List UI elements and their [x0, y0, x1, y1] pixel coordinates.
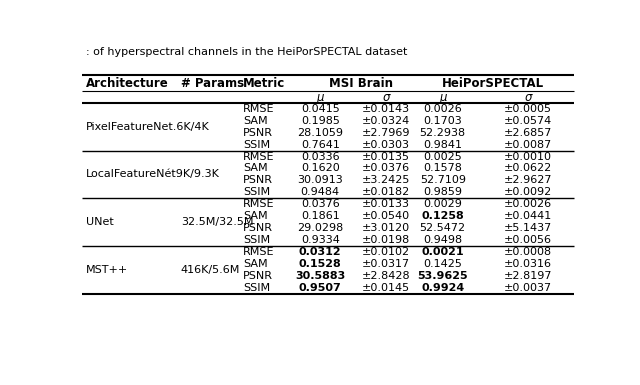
Text: 32.5M/32.5M: 32.5M/32.5M: [180, 217, 253, 227]
Text: 52.7109: 52.7109: [420, 176, 466, 185]
Text: ±0.0540: ±0.0540: [362, 211, 410, 221]
Text: RMSE: RMSE: [243, 104, 275, 114]
Text: ±0.0026: ±0.0026: [504, 199, 552, 209]
Text: : of hyperspectral channels in the HeiPorSPECTAL dataset: : of hyperspectral channels in the HeiPo…: [86, 47, 408, 57]
Text: 0.9841: 0.9841: [423, 140, 462, 149]
Text: 0.0376: 0.0376: [301, 199, 340, 209]
Text: ±0.0087: ±0.0087: [504, 140, 552, 149]
Text: 0.1620: 0.1620: [301, 164, 340, 173]
Text: ±0.0010: ±0.0010: [504, 152, 552, 161]
Text: 52.5472: 52.5472: [420, 223, 466, 233]
Text: Metric: Metric: [243, 77, 285, 90]
Text: 30.5883: 30.5883: [295, 271, 346, 281]
Text: 0.1578: 0.1578: [423, 164, 462, 173]
Text: 0.7641: 0.7641: [301, 140, 340, 149]
Text: 0.0029: 0.0029: [423, 199, 462, 209]
Text: PSNR: PSNR: [243, 176, 273, 185]
Text: ±2.8428: ±2.8428: [362, 271, 410, 281]
Text: 0.9507: 0.9507: [299, 283, 342, 293]
Text: μ: μ: [439, 91, 447, 104]
Text: SSIM: SSIM: [243, 235, 270, 245]
Text: 0.9924: 0.9924: [421, 283, 465, 293]
Text: ±0.0135: ±0.0135: [362, 152, 410, 161]
Text: ±0.0303: ±0.0303: [362, 140, 410, 149]
Text: ±3.0120: ±3.0120: [362, 223, 410, 233]
Text: 0.9859: 0.9859: [423, 187, 462, 197]
Text: SSIM: SSIM: [243, 283, 270, 293]
Text: 0.1861: 0.1861: [301, 211, 340, 221]
Text: ±2.9627: ±2.9627: [504, 176, 552, 185]
Text: 0.9484: 0.9484: [301, 187, 340, 197]
Text: ±0.0182: ±0.0182: [362, 187, 410, 197]
Text: ±0.0324: ±0.0324: [362, 116, 410, 126]
Text: RMSE: RMSE: [243, 199, 275, 209]
Text: SAM: SAM: [243, 116, 268, 126]
Text: ±0.0622: ±0.0622: [504, 164, 552, 173]
Text: ±2.6857: ±2.6857: [504, 128, 552, 137]
Text: 0.0415: 0.0415: [301, 104, 340, 114]
Text: # Params: # Params: [180, 77, 244, 90]
Text: 30.0913: 30.0913: [298, 176, 343, 185]
Text: ±0.0102: ±0.0102: [362, 247, 410, 257]
Text: 0.0336: 0.0336: [301, 152, 340, 161]
Text: PSNR: PSNR: [243, 271, 273, 281]
Text: ±0.0056: ±0.0056: [504, 235, 552, 245]
Text: 0.9334: 0.9334: [301, 235, 340, 245]
Text: 0.0025: 0.0025: [423, 152, 462, 161]
Text: MSI Brain: MSI Brain: [329, 77, 393, 90]
Text: 0.9498: 0.9498: [423, 235, 462, 245]
Text: 0.1985: 0.1985: [301, 116, 340, 126]
Text: ±0.0198: ±0.0198: [362, 235, 410, 245]
Text: MST++: MST++: [86, 265, 129, 275]
Text: SSIM: SSIM: [243, 140, 270, 149]
Text: 28.1059: 28.1059: [297, 128, 343, 137]
Text: 0.1703: 0.1703: [423, 116, 462, 126]
Text: PSNR: PSNR: [243, 128, 273, 137]
Text: 52.2938: 52.2938: [420, 128, 466, 137]
Text: SAM: SAM: [243, 164, 268, 173]
Text: ±2.7969: ±2.7969: [362, 128, 410, 137]
Text: ±0.0092: ±0.0092: [504, 187, 552, 197]
Text: PixelFeatureNet.6K/4K: PixelFeatureNet.6K/4K: [86, 122, 210, 132]
Text: 0.1258: 0.1258: [421, 211, 464, 221]
Text: SAM: SAM: [243, 211, 268, 221]
Text: μ: μ: [317, 91, 324, 104]
Text: 29.0298: 29.0298: [297, 223, 344, 233]
Text: ±0.0145: ±0.0145: [362, 283, 410, 293]
Text: ±0.0376: ±0.0376: [362, 164, 410, 173]
Text: ±5.1437: ±5.1437: [504, 223, 552, 233]
Text: ±0.0441: ±0.0441: [504, 211, 552, 221]
Text: SSIM: SSIM: [243, 187, 270, 197]
Text: σ: σ: [524, 91, 532, 104]
Text: Architecture: Architecture: [86, 77, 169, 90]
Text: PSNR: PSNR: [243, 223, 273, 233]
Text: SAM: SAM: [243, 259, 268, 269]
Text: ±0.0317: ±0.0317: [362, 259, 410, 269]
Text: 0.0312: 0.0312: [299, 247, 342, 257]
Text: ±2.8197: ±2.8197: [504, 271, 552, 281]
Text: LocalFeatureNét9K/9.3K: LocalFeatureNét9K/9.3K: [86, 169, 220, 179]
Text: ±0.0005: ±0.0005: [504, 104, 552, 114]
Text: RMSE: RMSE: [243, 247, 275, 257]
Text: ±0.0143: ±0.0143: [362, 104, 410, 114]
Text: ±0.0037: ±0.0037: [504, 283, 552, 293]
Text: 416K/5.6M: 416K/5.6M: [180, 265, 240, 275]
Text: UNet: UNet: [86, 217, 114, 227]
Text: ±3.2425: ±3.2425: [362, 176, 410, 185]
Text: ±0.0574: ±0.0574: [504, 116, 552, 126]
Text: ±0.0008: ±0.0008: [504, 247, 552, 257]
Text: 0.0026: 0.0026: [423, 104, 462, 114]
Text: 0.0021: 0.0021: [421, 247, 464, 257]
Text: ±0.0133: ±0.0133: [362, 199, 410, 209]
Text: 0.1528: 0.1528: [299, 259, 342, 269]
Text: ±0.0316: ±0.0316: [504, 259, 552, 269]
Text: 53.9625: 53.9625: [417, 271, 468, 281]
Text: RMSE: RMSE: [243, 152, 275, 161]
Text: 0.1425: 0.1425: [423, 259, 462, 269]
Text: HeiPorSPECTAL: HeiPorSPECTAL: [442, 77, 544, 90]
Text: σ: σ: [382, 91, 390, 104]
